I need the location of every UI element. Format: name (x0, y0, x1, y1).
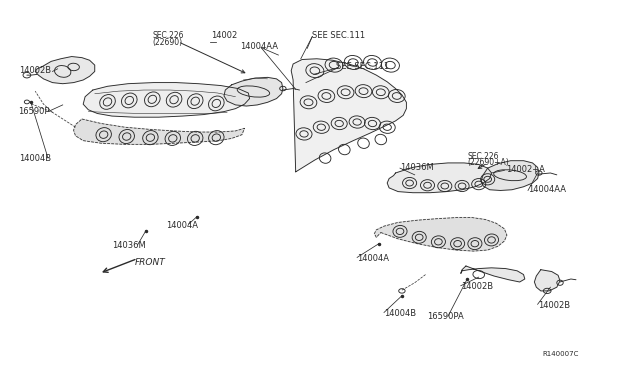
Text: SEE SEC.111: SEE SEC.111 (336, 62, 389, 71)
Polygon shape (291, 59, 406, 172)
Polygon shape (461, 266, 525, 282)
Text: 14002B: 14002B (461, 282, 493, 291)
Text: 14002+A: 14002+A (506, 165, 545, 174)
Polygon shape (35, 57, 95, 84)
Text: 14036M: 14036M (112, 241, 146, 250)
Text: 14036M: 14036M (400, 163, 434, 172)
Text: SEC.226: SEC.226 (152, 31, 184, 40)
Polygon shape (74, 119, 244, 144)
Text: 14004AA: 14004AA (528, 185, 566, 194)
Text: R140007C: R140007C (543, 351, 579, 357)
Polygon shape (83, 83, 250, 117)
Polygon shape (224, 77, 283, 106)
Text: 14004AA: 14004AA (240, 42, 278, 51)
Polygon shape (374, 218, 507, 251)
Polygon shape (481, 161, 539, 190)
Text: 16590PA: 16590PA (428, 312, 464, 321)
Text: (22690): (22690) (152, 38, 182, 46)
Polygon shape (387, 163, 492, 193)
Text: 14002B: 14002B (19, 66, 51, 75)
Text: FRONT: FRONT (134, 258, 165, 267)
Text: 14002B: 14002B (538, 301, 570, 310)
Text: 14002: 14002 (211, 31, 237, 40)
Text: 14004B: 14004B (384, 309, 416, 318)
Text: 14004B: 14004B (19, 154, 51, 163)
Text: SEC.226: SEC.226 (467, 152, 499, 161)
Text: 16590P: 16590P (18, 107, 49, 116)
Text: SEE SEC.111: SEE SEC.111 (312, 31, 365, 40)
Polygon shape (534, 270, 560, 291)
Text: 14004A: 14004A (166, 221, 198, 230)
Text: (22690+A): (22690+A) (467, 158, 509, 167)
Text: 14004A: 14004A (357, 254, 389, 263)
